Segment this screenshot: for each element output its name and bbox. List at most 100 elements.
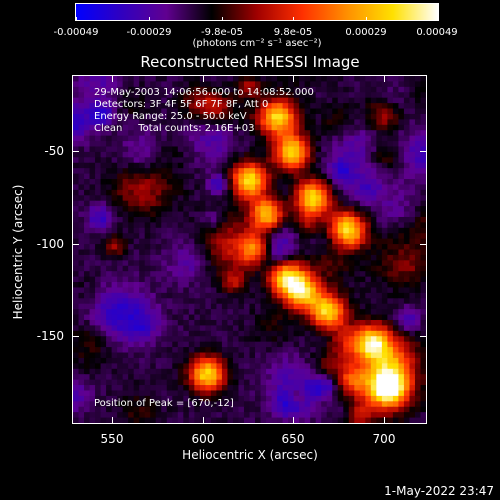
heatmap-cell <box>106 206 113 213</box>
heatmap-cell <box>310 282 317 289</box>
heatmap-cell <box>277 76 284 83</box>
heatmap-cell <box>227 233 234 240</box>
heatmap-cell <box>232 319 240 326</box>
heatmap-cell <box>249 276 256 283</box>
heatmap-cell <box>420 216 426 223</box>
heatmap-cell <box>205 151 212 158</box>
heatmap-cell <box>266 119 273 126</box>
heatmap-cell <box>277 276 284 283</box>
heatmap-cell <box>216 417 223 423</box>
heatmap-cell <box>315 195 322 202</box>
heatmap-cell <box>409 417 416 423</box>
heatmap-cell <box>227 124 234 131</box>
heatmap-cell <box>78 168 85 175</box>
heatmap-cell <box>288 233 295 240</box>
heatmap-cell <box>304 282 311 289</box>
heatmap-cell <box>365 385 372 392</box>
heatmap-cell <box>188 374 195 381</box>
heatmap-cell <box>100 347 107 354</box>
heatmap-cell <box>73 385 80 392</box>
heatmap-cell <box>117 249 124 256</box>
heatmap-cell <box>282 254 289 261</box>
heatmap-cell <box>111 325 118 332</box>
heatmap-cell <box>359 222 366 229</box>
heatmap-cell <box>255 222 262 229</box>
heatmap-cell <box>122 347 129 354</box>
heatmap-cell <box>255 390 262 397</box>
heatmap-cell <box>243 135 251 142</box>
heatmap-cell <box>403 195 411 202</box>
axis-tick-mark <box>420 244 427 245</box>
heatmap-cell <box>310 368 317 375</box>
heatmap-cell <box>238 76 245 83</box>
heatmap-cell <box>304 157 311 164</box>
heatmap-cell <box>321 292 328 299</box>
heatmap-cell <box>343 303 350 310</box>
heatmap-cell <box>150 385 157 392</box>
heatmap-cell <box>249 173 256 180</box>
heatmap-cell <box>354 233 361 240</box>
heatmap-cell <box>100 130 107 137</box>
heatmap-cell <box>326 97 333 104</box>
heatmap-cell <box>221 135 229 142</box>
heatmap-cell <box>166 401 173 408</box>
heatmap-cell <box>370 319 377 326</box>
heatmap-cell <box>210 179 218 186</box>
heatmap-cell <box>139 282 146 289</box>
heatmap-cell <box>155 200 162 207</box>
heatmap-cell <box>194 287 201 294</box>
heatmap-cell <box>332 113 339 120</box>
heatmap-cell <box>337 86 344 93</box>
heatmap-cell <box>420 184 426 191</box>
heatmap-cell <box>95 76 102 83</box>
heatmap-cell <box>73 86 80 93</box>
heatmap-cell <box>420 282 426 289</box>
heatmap-cell <box>227 341 234 348</box>
heatmap-cell <box>73 146 80 153</box>
heatmap-cell <box>343 216 350 223</box>
heatmap-cell <box>161 292 168 299</box>
heatmap-cell <box>293 347 300 354</box>
heatmap-cell <box>414 385 422 392</box>
heatmap-cell <box>348 374 355 381</box>
heatmap-cell <box>255 227 262 234</box>
heatmap-cell <box>348 282 355 289</box>
heatmap-cell <box>288 216 295 223</box>
heatmap-cell <box>78 265 85 272</box>
heatmap-cell <box>227 363 234 370</box>
heatmap-cell <box>199 141 206 148</box>
heatmap-cell <box>348 179 355 186</box>
heatmap-cell <box>354 216 361 223</box>
heatmap-cell <box>332 417 339 423</box>
heatmap-cell <box>216 97 223 104</box>
heatmap-cell <box>255 271 262 278</box>
heatmap-cell <box>78 357 85 364</box>
heatmap-cell <box>310 271 317 278</box>
heatmap-cell <box>403 368 411 375</box>
heatmap-cell <box>392 195 400 202</box>
heatmap-cell <box>216 157 223 164</box>
heatmap-cell <box>183 385 190 392</box>
heatmap-cell <box>155 81 162 88</box>
heatmap-cell <box>73 309 80 316</box>
heatmap-cell <box>111 119 118 126</box>
heatmap-cell <box>150 314 157 321</box>
heatmap-cell <box>194 211 201 218</box>
heatmap-cell <box>266 309 273 316</box>
heatmap-cell <box>321 325 328 332</box>
heatmap-cell <box>266 303 273 310</box>
heatmap-cell <box>227 189 234 196</box>
heatmap-cell <box>78 363 85 370</box>
heatmap-cell <box>144 216 151 223</box>
heatmap-cell <box>321 401 328 408</box>
heatmap-cell <box>210 287 218 294</box>
heatmap-cell <box>420 406 426 413</box>
heatmap-cell <box>293 76 300 83</box>
heatmap-cell <box>381 282 388 289</box>
heatmap-cell <box>238 303 245 310</box>
heatmap-cell <box>337 233 344 240</box>
heatmap-cell <box>199 412 206 419</box>
heatmap-cell <box>122 363 129 370</box>
heatmap-cell <box>260 412 267 419</box>
heatmap-cell <box>188 92 195 99</box>
